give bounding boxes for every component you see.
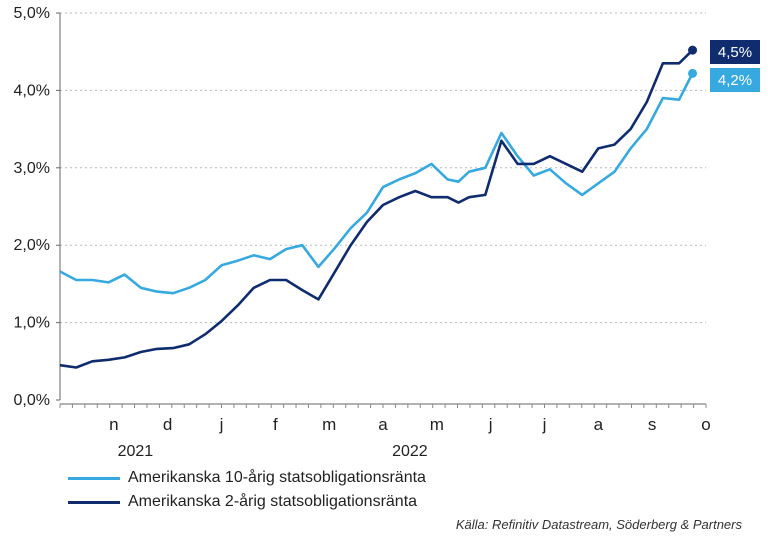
series-end-marker bbox=[688, 68, 698, 78]
end-label-box bbox=[710, 40, 760, 64]
end-label-text: 4,2% bbox=[718, 72, 752, 89]
month-label: f bbox=[273, 415, 278, 434]
month-label: j bbox=[488, 415, 493, 434]
legend-swatch-2y bbox=[68, 500, 120, 504]
legend-swatch-10y bbox=[68, 476, 120, 480]
month-label: j bbox=[542, 415, 547, 434]
source-note: Källa: Refinitiv Datastream, Söderberg &… bbox=[455, 517, 742, 532]
month-label: j bbox=[219, 415, 224, 434]
legend-label-2y: Amerikanska 2-årig statsobligationsränta bbox=[128, 493, 418, 510]
month-label: a bbox=[594, 415, 604, 434]
end-label-text: 4,5% bbox=[718, 44, 752, 61]
y-axis: 0,0% 1,0% 2,0% 3,0% 4,0% 5,0% bbox=[14, 5, 61, 409]
series-line bbox=[59, 72, 694, 295]
month-label: d bbox=[163, 415, 172, 434]
month-label: a bbox=[378, 415, 388, 434]
y-tick-label: 4,0% bbox=[14, 82, 50, 99]
y-tick-label: 1,0% bbox=[14, 315, 50, 332]
y-tick-label: 5,0% bbox=[14, 5, 50, 22]
month-label: m bbox=[322, 415, 336, 434]
y-tick-label: 3,0% bbox=[14, 160, 50, 177]
y-tick-label: 0,0% bbox=[14, 392, 50, 409]
gridlines bbox=[60, 12, 706, 324]
y-tick-label: 2,0% bbox=[14, 237, 50, 254]
end-labels: 4,5% 4,2% bbox=[710, 40, 760, 92]
year-label: 2021 bbox=[118, 443, 154, 460]
x-axis: n d j f m a m j j a s o 2021 2022 bbox=[59, 403, 711, 460]
series-end-marker bbox=[688, 45, 698, 55]
legend-item-10y: Amerikanska 10-årig statsobligationsränt… bbox=[68, 466, 426, 490]
end-label-box bbox=[710, 68, 760, 92]
month-label: o bbox=[701, 415, 710, 434]
series-lines bbox=[59, 45, 698, 369]
legend: Amerikanska 10-årig statsobligationsränt… bbox=[68, 466, 426, 514]
legend-label-10y: Amerikanska 10-årig statsobligationsränt… bbox=[128, 469, 426, 486]
year-label: 2022 bbox=[392, 443, 428, 460]
legend-item-2y: Amerikanska 2-årig statsobligationsränta bbox=[68, 490, 426, 514]
month-label: s bbox=[648, 415, 657, 434]
month-label: m bbox=[430, 415, 444, 434]
month-label: n bbox=[109, 415, 118, 434]
series-line bbox=[59, 49, 694, 369]
